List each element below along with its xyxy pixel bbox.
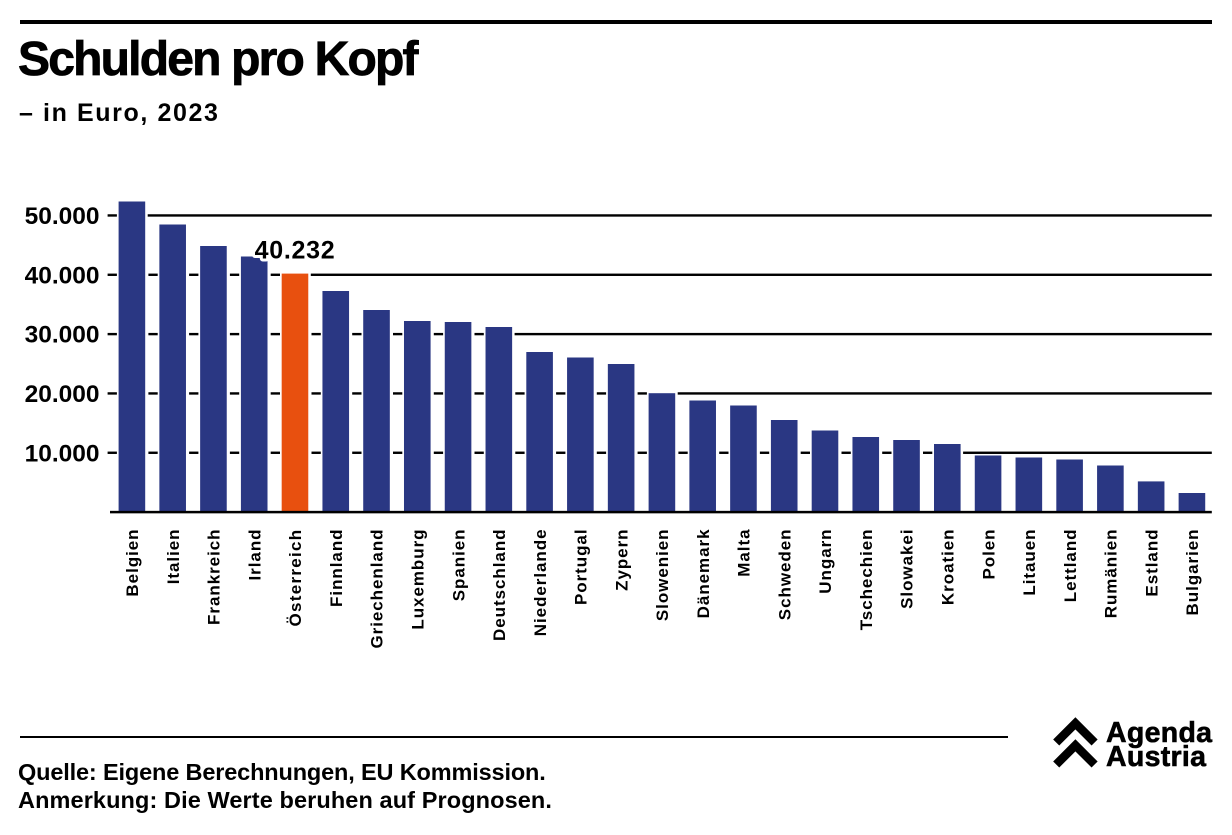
svg-text:Zypern: Zypern	[612, 529, 631, 591]
svg-text:50.000: 50.000	[25, 203, 100, 230]
svg-text:Frankreich: Frankreich	[205, 529, 224, 625]
svg-text:40.000: 40.000	[25, 262, 100, 289]
svg-text:Italien: Italien	[164, 529, 183, 585]
svg-text:Litauen: Litauen	[1020, 529, 1039, 596]
svg-text:Spanien: Spanien	[449, 529, 468, 602]
svg-text:Portugal: Portugal	[572, 529, 591, 606]
svg-text:Estland: Estland	[1142, 529, 1161, 597]
svg-text:Schweden: Schweden	[775, 529, 794, 621]
svg-text:10.000: 10.000	[25, 440, 100, 467]
svg-text:Dänemark: Dänemark	[694, 529, 713, 619]
svg-text:40.232: 40.232	[255, 236, 336, 264]
svg-text:Belgien: Belgien	[123, 529, 142, 597]
svg-text:Tschechien: Tschechien	[857, 529, 876, 631]
svg-text:Lettland: Lettland	[1061, 529, 1080, 603]
svg-text:Niederlande: Niederlande	[531, 529, 550, 637]
svg-text:Malta: Malta	[735, 529, 754, 577]
svg-text:Slowenien: Slowenien	[653, 529, 672, 622]
svg-text:Griechenland: Griechenland	[368, 529, 387, 649]
svg-text:Polen: Polen	[979, 529, 998, 580]
svg-text:Finnland: Finnland	[327, 529, 346, 607]
svg-text:Slowakei: Slowakei	[898, 529, 917, 609]
svg-text:30.000: 30.000	[25, 322, 100, 349]
svg-text:Bulgarien: Bulgarien	[1183, 529, 1202, 616]
svg-text:Österreich: Österreich	[286, 529, 305, 627]
svg-text:Deutschland: Deutschland	[490, 529, 509, 641]
svg-text:Irland: Irland	[245, 529, 264, 581]
svg-text:Luxemburg: Luxemburg	[408, 529, 427, 630]
svg-text:Ungarn: Ungarn	[816, 529, 835, 594]
svg-text:20.000: 20.000	[25, 381, 100, 408]
svg-text:Rumänien: Rumänien	[1102, 529, 1121, 619]
svg-text:Kroatien: Kroatien	[939, 529, 958, 606]
